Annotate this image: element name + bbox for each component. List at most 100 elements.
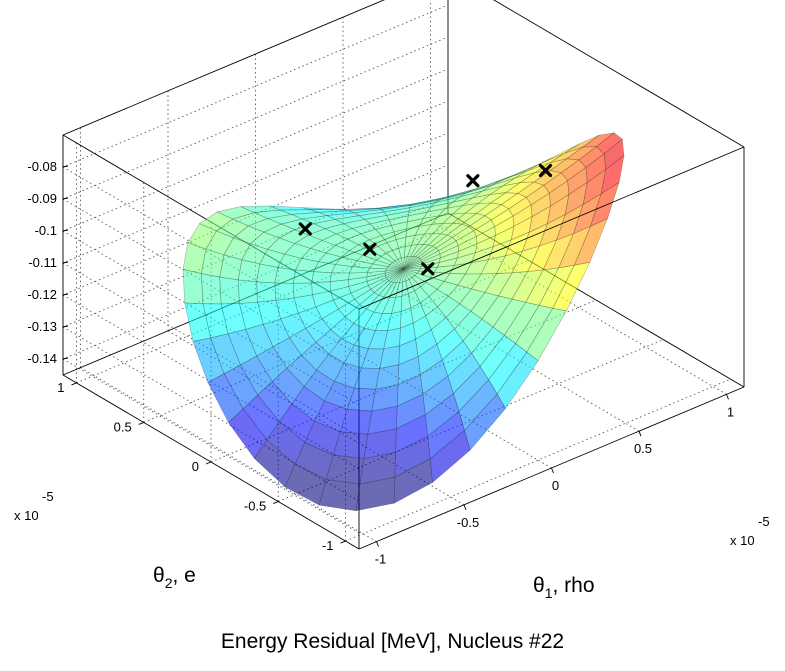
y-tick-label: 0.5 bbox=[114, 419, 132, 434]
z-tick-label: -0.12 bbox=[27, 287, 57, 302]
surface-patch bbox=[527, 153, 565, 171]
y-tick-label: 0 bbox=[192, 459, 199, 474]
surface-patch bbox=[422, 208, 447, 220]
surface-patch bbox=[292, 269, 315, 284]
surface-patch bbox=[256, 263, 279, 284]
surface-patch bbox=[389, 262, 404, 270]
floor-grid-x bbox=[430, 219, 727, 395]
surface-patch bbox=[325, 454, 365, 485]
x-tick-label: 1 bbox=[727, 404, 734, 419]
z-tick bbox=[62, 357, 69, 360]
surface-patch bbox=[429, 429, 471, 484]
x-tick bbox=[726, 394, 729, 400]
z-tick-label: -0.09 bbox=[27, 191, 57, 206]
box-edge-front bbox=[493, 0, 745, 148]
surface-patch bbox=[476, 226, 496, 245]
surface-patch bbox=[427, 233, 449, 247]
marker-stroke bbox=[538, 163, 553, 178]
y-tick bbox=[205, 461, 212, 465]
surface-patch bbox=[439, 189, 474, 200]
surface-patch bbox=[446, 223, 470, 238]
surface-patch bbox=[438, 240, 459, 255]
x-tick bbox=[463, 504, 467, 510]
x-tick bbox=[376, 541, 379, 547]
y-exponent-power: -5 bbox=[42, 489, 54, 504]
y-exponent: x 10 bbox=[14, 508, 39, 523]
surface-patch bbox=[391, 260, 404, 270]
surface-patch bbox=[256, 281, 277, 303]
z-tick bbox=[62, 325, 69, 328]
surface-patch bbox=[200, 273, 222, 305]
surface-patch bbox=[318, 479, 361, 512]
z-tick bbox=[62, 197, 69, 200]
x-axis-title: θ1, rho bbox=[533, 574, 595, 601]
x-tick bbox=[551, 467, 554, 474]
surface-patch bbox=[464, 393, 506, 451]
marker-x bbox=[298, 222, 312, 236]
y-tick bbox=[71, 382, 77, 386]
front-box-edges bbox=[358, 0, 745, 387]
z-tick bbox=[62, 165, 69, 168]
marker-x bbox=[538, 163, 553, 178]
z-tick-label: -0.13 bbox=[27, 319, 57, 334]
y-tick bbox=[273, 501, 279, 504]
surface-patch bbox=[311, 271, 332, 284]
x-exponent: x 10 bbox=[730, 533, 755, 548]
surface-patch bbox=[590, 181, 620, 227]
data-markers bbox=[298, 163, 553, 276]
x-tick-label: 0 bbox=[552, 478, 559, 493]
surface-patch bbox=[403, 257, 421, 270]
z-tick-label: -0.14 bbox=[27, 351, 57, 366]
y-tick-label: 1 bbox=[57, 380, 64, 395]
y-tick bbox=[340, 540, 346, 544]
y-tick-label: -1 bbox=[322, 538, 334, 553]
surface-patch bbox=[349, 266, 370, 274]
x-exponent-power: -5 bbox=[758, 514, 770, 529]
surface-patch bbox=[403, 258, 422, 270]
box-edge-front bbox=[358, 146, 745, 310]
surface-patch bbox=[274, 267, 297, 284]
surface-patch bbox=[399, 268, 404, 283]
marker-x bbox=[466, 174, 480, 188]
y-tick-label: -0.5 bbox=[244, 499, 266, 514]
marker-x bbox=[363, 242, 377, 256]
surface-patch bbox=[563, 134, 600, 154]
surface-patch bbox=[552, 261, 591, 312]
surface-patch bbox=[600, 154, 625, 195]
y-tick bbox=[138, 422, 144, 425]
surface-patch bbox=[219, 276, 240, 305]
surface-patch bbox=[355, 476, 396, 512]
x-tick-label: -0.5 bbox=[457, 515, 479, 530]
marker-stroke bbox=[421, 262, 435, 276]
z-tick-label: -0.11 bbox=[28, 255, 57, 270]
surface-patch bbox=[182, 268, 204, 305]
surface-patch bbox=[435, 192, 467, 203]
axis-labels: -0.14 -0.13 -0.12 -0.11 -0.1 -0.09 -0.08 -1 -0.5… bbox=[14, 159, 770, 601]
marker-x bbox=[421, 262, 435, 276]
box-edge-back bbox=[62, 0, 385, 136]
surface-patch bbox=[274, 282, 295, 301]
surface-patch bbox=[385, 268, 404, 272]
surface-patch bbox=[502, 163, 541, 181]
z-tick bbox=[62, 229, 69, 232]
x-tick bbox=[638, 431, 642, 437]
z-tick bbox=[62, 293, 69, 296]
surface-patch bbox=[573, 217, 609, 266]
z-tick-label: -0.08 bbox=[27, 159, 57, 174]
surface-patch bbox=[549, 158, 580, 174]
marker-stroke bbox=[298, 222, 312, 236]
saddle-surface bbox=[182, 132, 625, 512]
surface-patch bbox=[237, 279, 258, 304]
z-tick-label: -0.1 bbox=[35, 223, 57, 238]
surface-patch bbox=[484, 204, 510, 221]
y-axis-title: θ2, e bbox=[153, 564, 196, 591]
x-tick-label: 0.5 bbox=[634, 441, 652, 456]
marker-stroke bbox=[466, 174, 480, 188]
x-tick-label: -1 bbox=[375, 552, 387, 567]
chart-caption: Energy Residual [MeV], Nucleus #22 bbox=[220, 630, 565, 653]
z-tick bbox=[62, 261, 69, 264]
surface-patch bbox=[585, 153, 607, 183]
surface-patch bbox=[403, 256, 419, 270]
surface-patch bbox=[435, 237, 457, 252]
